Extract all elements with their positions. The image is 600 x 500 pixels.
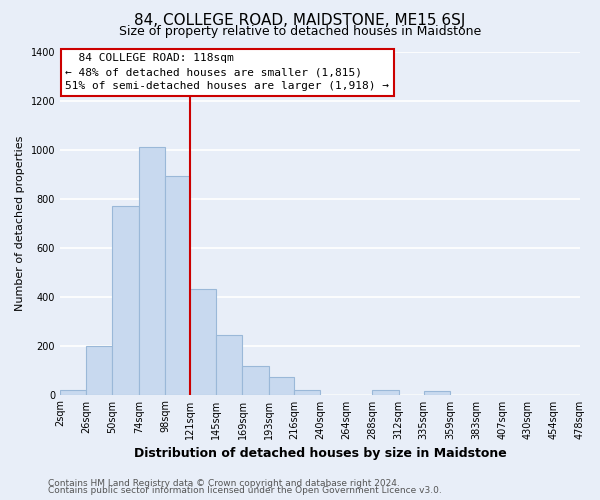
Bar xyxy=(60,390,86,394)
Bar xyxy=(216,334,242,394)
Bar xyxy=(242,366,269,394)
Bar xyxy=(86,346,112,395)
Bar xyxy=(294,390,320,394)
Bar xyxy=(165,176,190,394)
Bar xyxy=(424,391,450,394)
Text: Contains public sector information licensed under the Open Government Licence v3: Contains public sector information licen… xyxy=(48,486,442,495)
Text: 84, COLLEGE ROAD, MAIDSTONE, ME15 6SJ: 84, COLLEGE ROAD, MAIDSTONE, ME15 6SJ xyxy=(134,12,466,28)
X-axis label: Distribution of detached houses by size in Maidstone: Distribution of detached houses by size … xyxy=(134,447,506,460)
Bar xyxy=(190,289,216,395)
Y-axis label: Number of detached properties: Number of detached properties xyxy=(15,136,25,310)
Text: Contains HM Land Registry data © Crown copyright and database right 2024.: Contains HM Land Registry data © Crown c… xyxy=(48,478,400,488)
Text: Size of property relative to detached houses in Maidstone: Size of property relative to detached ho… xyxy=(119,25,481,38)
Text: 84 COLLEGE ROAD: 118sqm
← 48% of detached houses are smaller (1,815)
51% of semi: 84 COLLEGE ROAD: 118sqm ← 48% of detache… xyxy=(65,53,389,91)
Bar xyxy=(269,378,294,394)
Bar xyxy=(139,147,165,394)
Bar xyxy=(373,390,398,394)
Bar xyxy=(112,206,139,394)
